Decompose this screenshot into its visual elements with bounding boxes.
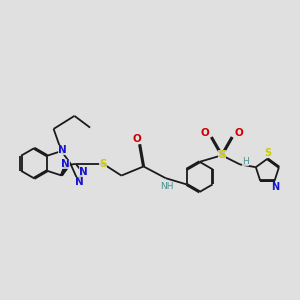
Text: O: O bbox=[200, 128, 209, 138]
Text: N: N bbox=[58, 145, 66, 155]
Text: NH: NH bbox=[160, 182, 174, 190]
Text: S: S bbox=[99, 159, 107, 169]
Text: O: O bbox=[133, 134, 141, 144]
Text: N: N bbox=[75, 177, 84, 187]
Text: S: S bbox=[264, 148, 272, 158]
Text: H: H bbox=[242, 157, 249, 166]
Text: S: S bbox=[218, 150, 226, 160]
Text: N: N bbox=[61, 160, 70, 170]
Text: O: O bbox=[234, 128, 243, 138]
Text: N: N bbox=[271, 182, 279, 191]
Text: N: N bbox=[79, 167, 88, 177]
